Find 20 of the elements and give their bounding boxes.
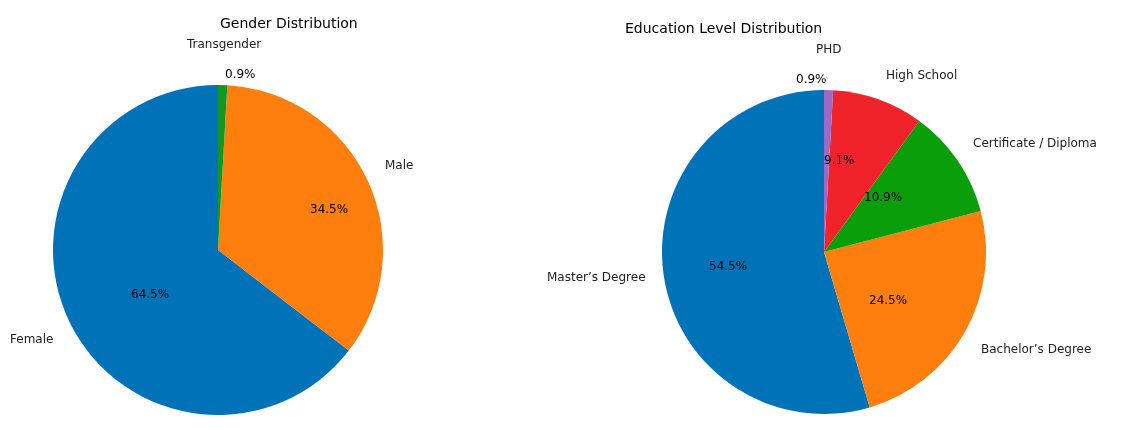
slice-label: High School (886, 68, 958, 82)
data-label: 0.9% (796, 72, 827, 86)
slice-label: Male (385, 158, 414, 172)
slice-label: Female (10, 332, 54, 346)
data-label: 0.9% (225, 67, 256, 81)
pie-slice (218, 85, 383, 351)
slice-label: Bachelor’s Degree (981, 342, 1092, 356)
data-label: 64.5% (131, 287, 170, 301)
data-label: 10.9% (864, 190, 903, 204)
data-label: 24.5% (869, 293, 908, 307)
slice-label: Master’s Degree (547, 270, 646, 284)
chart-title: Education Level Distribution (625, 20, 823, 36)
pie-slice (824, 90, 920, 252)
data-label: 54.5% (709, 259, 748, 273)
chart-title: Gender Distribution (220, 15, 358, 31)
slice-label: Transgender (186, 37, 262, 51)
data-label: 34.5% (310, 202, 349, 216)
slice-label: PHD (816, 42, 842, 56)
slice-label: Certificate / Diploma (973, 136, 1097, 150)
pie-slice (53, 85, 349, 415)
